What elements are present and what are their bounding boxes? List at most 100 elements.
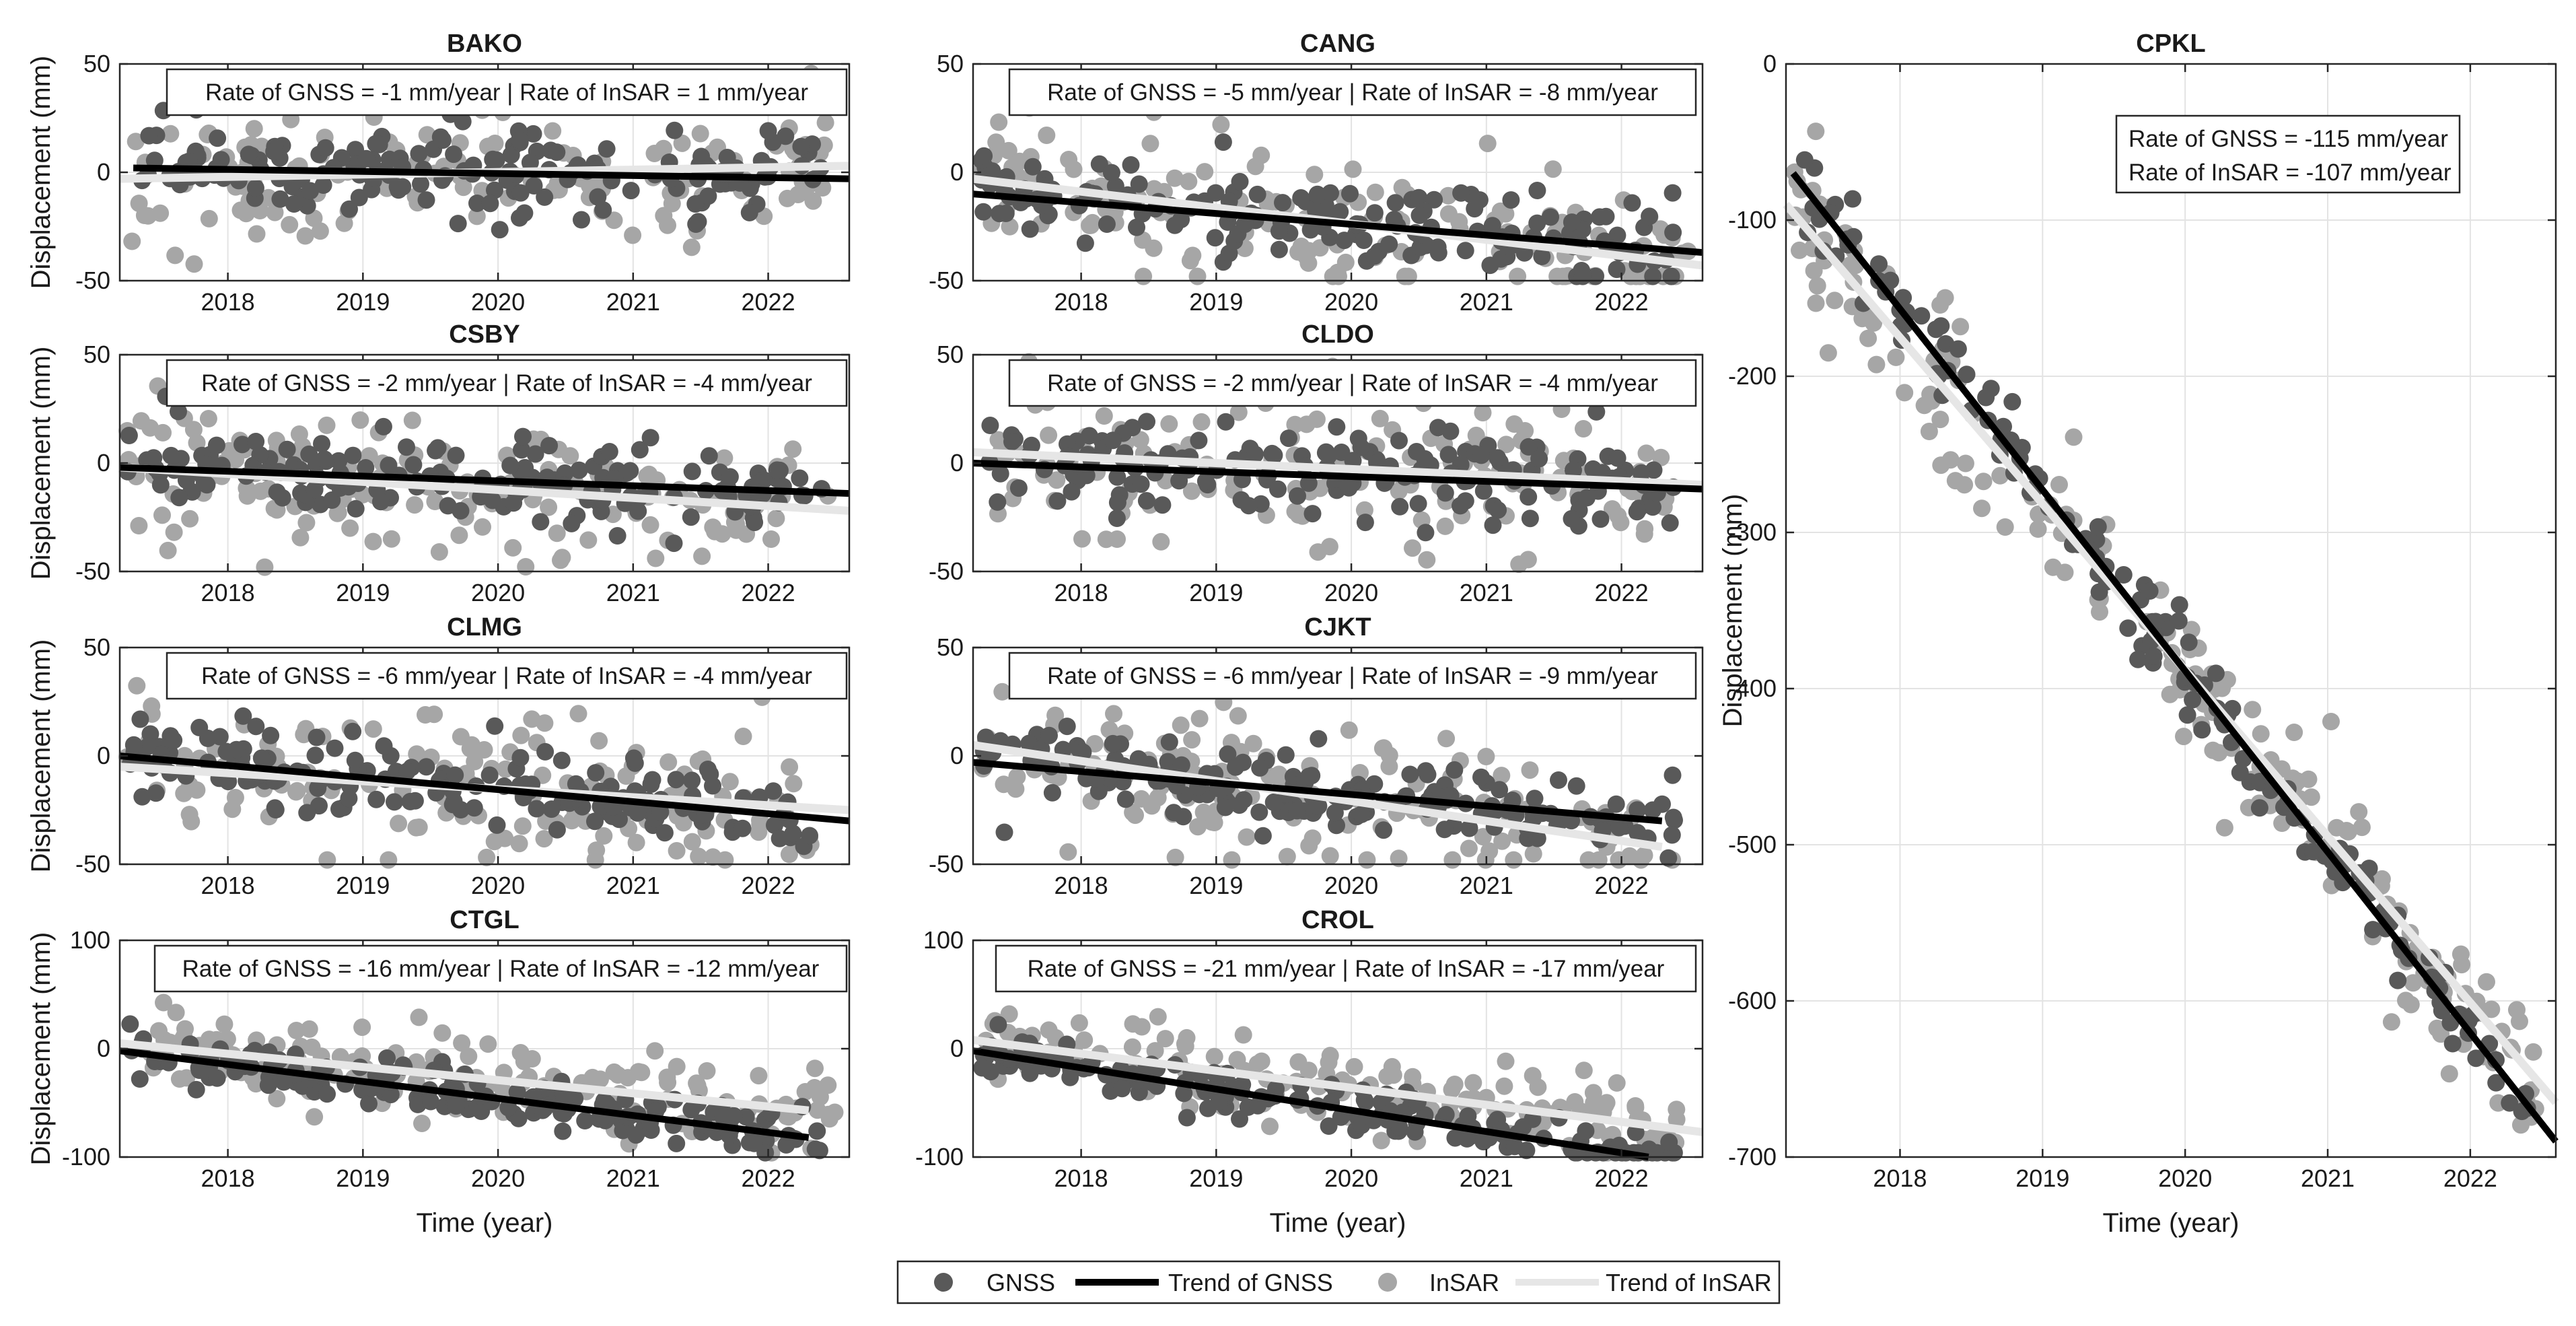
gnss-point <box>810 1142 828 1160</box>
gnss-point <box>1958 365 1976 384</box>
panel-title: CJKT <box>1304 613 1371 641</box>
y-axis-label: Displacement (mm) <box>26 56 56 289</box>
gnss-point <box>1391 497 1409 516</box>
gnss-point <box>1385 211 1403 229</box>
x-tick-label: 2022 <box>742 1164 795 1192</box>
x-tick-label: 2019 <box>1189 579 1243 606</box>
rate-gnss: Rate of GNSS = -16 mm/year <box>182 956 491 982</box>
gnss-point <box>316 139 334 157</box>
gnss-point <box>1573 267 1591 285</box>
gnss-trend-line <box>1790 171 2559 1144</box>
gnss-point <box>1137 492 1155 510</box>
gnss-trend-line <box>133 164 850 182</box>
gnss-point <box>350 188 368 207</box>
insar-point <box>1152 532 1170 551</box>
insar-point <box>1467 426 1485 444</box>
gnss-point <box>2145 648 2163 665</box>
rate-box <box>1008 68 1697 116</box>
x-tick-label: 2021 <box>1460 872 1513 899</box>
insar-point <box>1896 384 1914 402</box>
gnss-point <box>1411 238 1429 256</box>
gnss-point <box>1417 524 1435 542</box>
insar-point <box>175 784 193 802</box>
insar-point <box>2397 991 2414 1010</box>
gnss-point <box>417 758 435 776</box>
x-tick-label: 2019 <box>336 1164 390 1192</box>
insar-point <box>1176 1035 1194 1053</box>
insar-point <box>185 255 203 273</box>
y-tick-label: -200 <box>1728 362 1777 390</box>
y-tick-label: 50 <box>83 50 110 77</box>
gnss-point <box>1300 767 1318 786</box>
insar-point <box>1991 466 2009 485</box>
insar-point <box>268 1090 286 1108</box>
insar-point <box>1366 183 1384 201</box>
gnss-point <box>1607 795 1625 813</box>
y-axis-label: Displacement (mm) <box>26 347 56 580</box>
gnss-point <box>1108 468 1126 486</box>
insar-point <box>563 812 581 830</box>
insar-point <box>1234 1026 1252 1044</box>
insar-point <box>1001 217 1019 236</box>
gnss-point <box>975 147 993 165</box>
insar-point <box>1196 163 1214 181</box>
gnss-point <box>484 150 502 168</box>
gnss-point <box>1341 184 1359 203</box>
gnss-point <box>1210 1092 1228 1111</box>
insar-point <box>819 1076 837 1094</box>
insar-point <box>453 1034 471 1052</box>
gnss-point <box>1610 818 1629 837</box>
insar-point <box>1160 415 1178 433</box>
gnss-point <box>548 143 566 162</box>
gnss-point <box>2170 596 2188 614</box>
gnss-point <box>2501 1094 2519 1112</box>
insar-point <box>1166 848 1184 866</box>
insar-point <box>288 781 306 800</box>
gnss-point <box>344 446 362 464</box>
gnss-point <box>246 179 264 197</box>
insar-point <box>200 209 218 228</box>
gnss-point <box>991 464 1009 483</box>
insar-point <box>287 1022 306 1039</box>
gnss-point <box>1216 798 1234 816</box>
gnss-point <box>570 461 588 479</box>
gnss-point <box>1445 761 1464 779</box>
insar-point <box>1133 1018 1151 1036</box>
gnss-point <box>989 493 1007 511</box>
insar-point <box>999 141 1017 160</box>
gnss-point <box>429 439 447 457</box>
insar-point <box>553 549 571 567</box>
gnss-point <box>1491 781 1509 799</box>
insar-point <box>1956 454 1974 473</box>
insar-point <box>1324 267 1342 285</box>
x-tick-label: 2020 <box>471 579 525 606</box>
gnss-point <box>511 184 530 202</box>
gnss-point <box>140 127 158 145</box>
insar-point <box>1261 1117 1279 1136</box>
gnss-point <box>2389 971 2407 989</box>
insar-point <box>715 449 734 467</box>
gnss-point <box>771 829 789 847</box>
gnss-point <box>665 534 683 553</box>
insar-point <box>1252 146 1271 164</box>
gnss-point <box>1870 255 1888 273</box>
rate-text: Rate of GNSS = -6 mm/year | Rate of InSA… <box>201 663 812 689</box>
gnss-point <box>1629 824 1647 842</box>
insar-point <box>167 1004 185 1022</box>
insar-point <box>1956 476 1974 494</box>
legend: GNSS Trend of GNSS InSAR Trend of InSAR <box>896 1260 1781 1304</box>
x-tick-label: 2022 <box>742 872 795 899</box>
gnss-point <box>401 792 419 810</box>
gnss-point <box>1277 746 1295 764</box>
rate-insar: Rate of InSAR = -8 mm/year <box>1361 79 1658 106</box>
gnss-point <box>2089 518 2107 536</box>
insar-point <box>1529 1078 1547 1096</box>
gnss-point <box>622 182 640 200</box>
gnss-point <box>1299 474 1318 492</box>
gnss-point <box>265 143 283 160</box>
insar-point <box>2339 823 2357 841</box>
insar-point <box>170 1070 188 1088</box>
gnss-point <box>1628 503 1646 521</box>
insar-point <box>1146 1042 1164 1060</box>
